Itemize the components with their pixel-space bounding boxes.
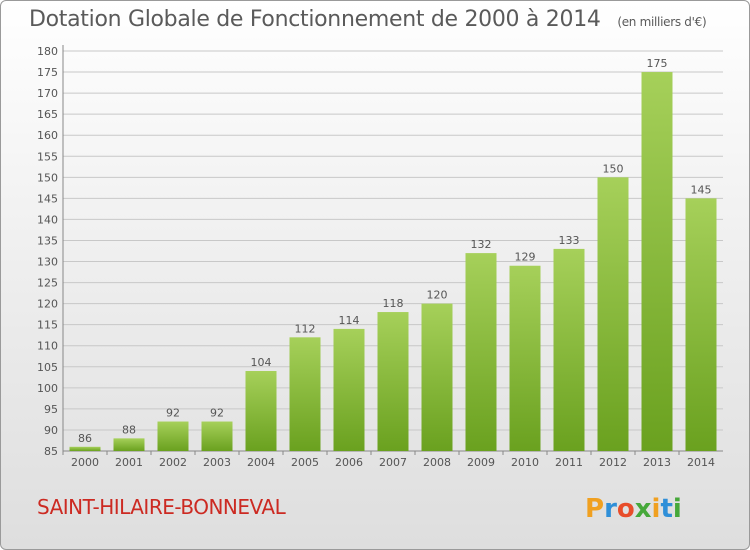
city-name: SAINT-HILAIRE-BONNEVAL <box>37 495 286 519</box>
bar <box>377 312 409 451</box>
bar <box>289 337 321 451</box>
y-tick-label: 140 <box>37 213 58 226</box>
svg-text:Proxiti: Proxiti <box>585 494 682 524</box>
x-tick-label: 2011 <box>555 456 583 469</box>
x-tick-label: 2006 <box>335 456 363 469</box>
bar <box>333 328 365 451</box>
y-tick-label: 95 <box>44 403 58 416</box>
data-label: 86 <box>78 432 92 445</box>
data-label: 120 <box>427 289 448 302</box>
y-tick-label: 115 <box>37 319 58 332</box>
y-tick-label: 90 <box>44 424 58 437</box>
logo-letter: x <box>635 494 652 524</box>
bar <box>641 72 673 451</box>
data-label: 112 <box>295 322 316 335</box>
y-tick-label: 150 <box>37 171 58 184</box>
bars <box>69 72 717 451</box>
y-tick-label: 110 <box>37 340 58 353</box>
bar <box>157 421 189 451</box>
y-tick-label: 85 <box>44 445 58 458</box>
data-label: 118 <box>383 297 404 310</box>
bar <box>245 371 277 451</box>
bar <box>597 177 629 451</box>
y-tick-label: 120 <box>37 298 58 311</box>
bar <box>685 198 717 451</box>
y-tick-label: 130 <box>37 256 58 269</box>
y-tick-label: 100 <box>37 382 58 395</box>
data-labels: 86 88 92 92 104 112 114 118 120 132 129 133 150 175 14… <box>78 57 712 445</box>
data-label: 92 <box>166 407 180 420</box>
data-label: 129 <box>515 251 536 264</box>
y-tick-label: 155 <box>37 150 58 163</box>
y-tick-label: 145 <box>37 192 58 205</box>
x-tick-label: 2014 <box>687 456 715 469</box>
proxiti-logo: Proxiti <box>585 494 682 524</box>
bar <box>113 438 145 451</box>
logo-letter: i <box>673 494 682 524</box>
logo-letter: r <box>604 494 617 524</box>
y-tick-label: 125 <box>37 277 58 290</box>
x-tick-label: 2000 <box>71 456 99 469</box>
bar <box>509 265 541 451</box>
y-tick-label: 160 <box>37 129 58 142</box>
y-tick-label: 170 <box>37 87 58 100</box>
y-tick-label: 165 <box>37 108 58 121</box>
data-label: 132 <box>471 238 492 251</box>
data-label: 104 <box>251 356 272 369</box>
subtitle-unit: (en milliers d'€) <box>617 15 707 29</box>
data-label: 175 <box>647 57 668 70</box>
x-tick-label: 2013 <box>643 456 671 469</box>
data-label: 88 <box>122 423 136 436</box>
x-tick-label: 2007 <box>379 456 407 469</box>
data-label: 92 <box>210 407 224 420</box>
x-tick-label: 2004 <box>247 456 275 469</box>
data-label: 133 <box>559 234 580 247</box>
x-tick-label: 2012 <box>599 456 627 469</box>
y-tick-label: 175 <box>37 66 58 79</box>
x-tick-labels: 2000 2001 2002 2003 2004 2005 2006 2007 2008 2009… <box>62 451 715 469</box>
x-tick-label: 2008 <box>423 456 451 469</box>
title-text: Dotation Globale de Fonctionnement de 20… <box>29 7 601 32</box>
logo-letter: o <box>617 494 635 524</box>
x-tick-label: 2001 <box>115 456 143 469</box>
y-tick-labels: 85 90 95 100 105 110 115 120 125 130 135 140 145 150 1… <box>37 45 58 458</box>
logo-letter: t <box>660 494 672 524</box>
data-label: 114 <box>339 314 360 327</box>
y-tick-label: 180 <box>37 45 58 58</box>
x-tick-label: 2009 <box>467 456 495 469</box>
y-tick-label: 105 <box>37 361 58 374</box>
logo-letter: i <box>652 494 661 524</box>
y-tick-label: 135 <box>37 234 58 247</box>
x-tick-label: 2010 <box>511 456 539 469</box>
x-tick-label: 2002 <box>159 456 187 469</box>
data-label: 150 <box>603 162 624 175</box>
bar <box>69 446 101 451</box>
bar <box>465 253 497 451</box>
logo-letter: P <box>585 494 604 524</box>
bar <box>553 248 585 451</box>
x-tick-label: 2005 <box>291 456 319 469</box>
bar <box>201 421 233 451</box>
x-tick-label: 2003 <box>203 456 231 469</box>
bar <box>421 303 453 451</box>
chart-title: Dotation Globale de Fonctionnement de 20… <box>29 7 707 32</box>
data-label: 145 <box>691 183 712 196</box>
